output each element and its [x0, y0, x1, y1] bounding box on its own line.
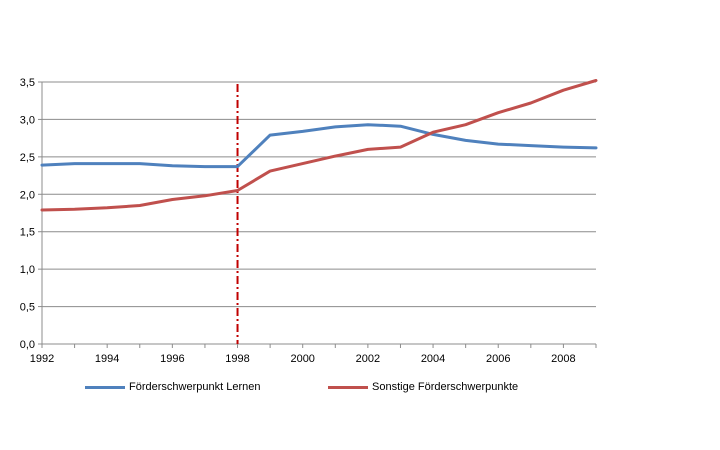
- legend: Förderschwerpunkt Lernen Sonstige Förder…: [0, 379, 720, 395]
- legend-label-lernen: Förderschwerpunkt Lernen: [129, 381, 261, 393]
- x-tick-label: 2004: [421, 353, 445, 365]
- series-line-lernen: [40, 123, 598, 169]
- y-tick-label: 1,5: [20, 227, 35, 239]
- x-tick-labels: 1992 1994 1996 1998 2000 2002 2004 2006 2008: [30, 353, 576, 365]
- series-line-sonstige: [40, 79, 598, 212]
- y-tick-label: 0,0: [20, 339, 35, 351]
- x-tick-label: 2002: [356, 353, 380, 365]
- series-lines: [40, 79, 598, 212]
- legend-swatch-lernen: [85, 385, 125, 389]
- x-tick-label: 1992: [30, 353, 54, 365]
- y-tick-label: 3,0: [20, 114, 35, 126]
- x-tick-label: 1996: [160, 353, 184, 365]
- y-tick-label: 3,5: [20, 77, 35, 89]
- legend-swatch-sonstige: [328, 385, 368, 389]
- y-tick-label: 2,5: [20, 152, 35, 164]
- gridlines: [42, 81, 596, 308]
- y-tick-label: 2,0: [20, 189, 35, 201]
- legend-item-lernen: Förderschwerpunkt Lernen: [85, 379, 260, 395]
- y-tick-label: 1,0: [20, 264, 35, 276]
- y-tick-labels: 0,0 0,5 1,0 1,5 2,0 2,5 3,0 3,5: [20, 77, 35, 351]
- x-tick-label: 2006: [486, 353, 510, 365]
- x-tick-label: 1998: [225, 353, 249, 365]
- y-tick-label: 0,5: [20, 302, 35, 314]
- x-tick-label: 2000: [290, 353, 314, 365]
- legend-label-sonstige: Sonstige Förderschwerpunkte: [372, 381, 519, 393]
- legend-item-sonstige: Sonstige Förderschwerpunkte: [328, 379, 518, 395]
- x-tick-label: 1994: [95, 353, 119, 365]
- x-tick-label: 2008: [551, 353, 575, 365]
- axes: [38, 81, 597, 348]
